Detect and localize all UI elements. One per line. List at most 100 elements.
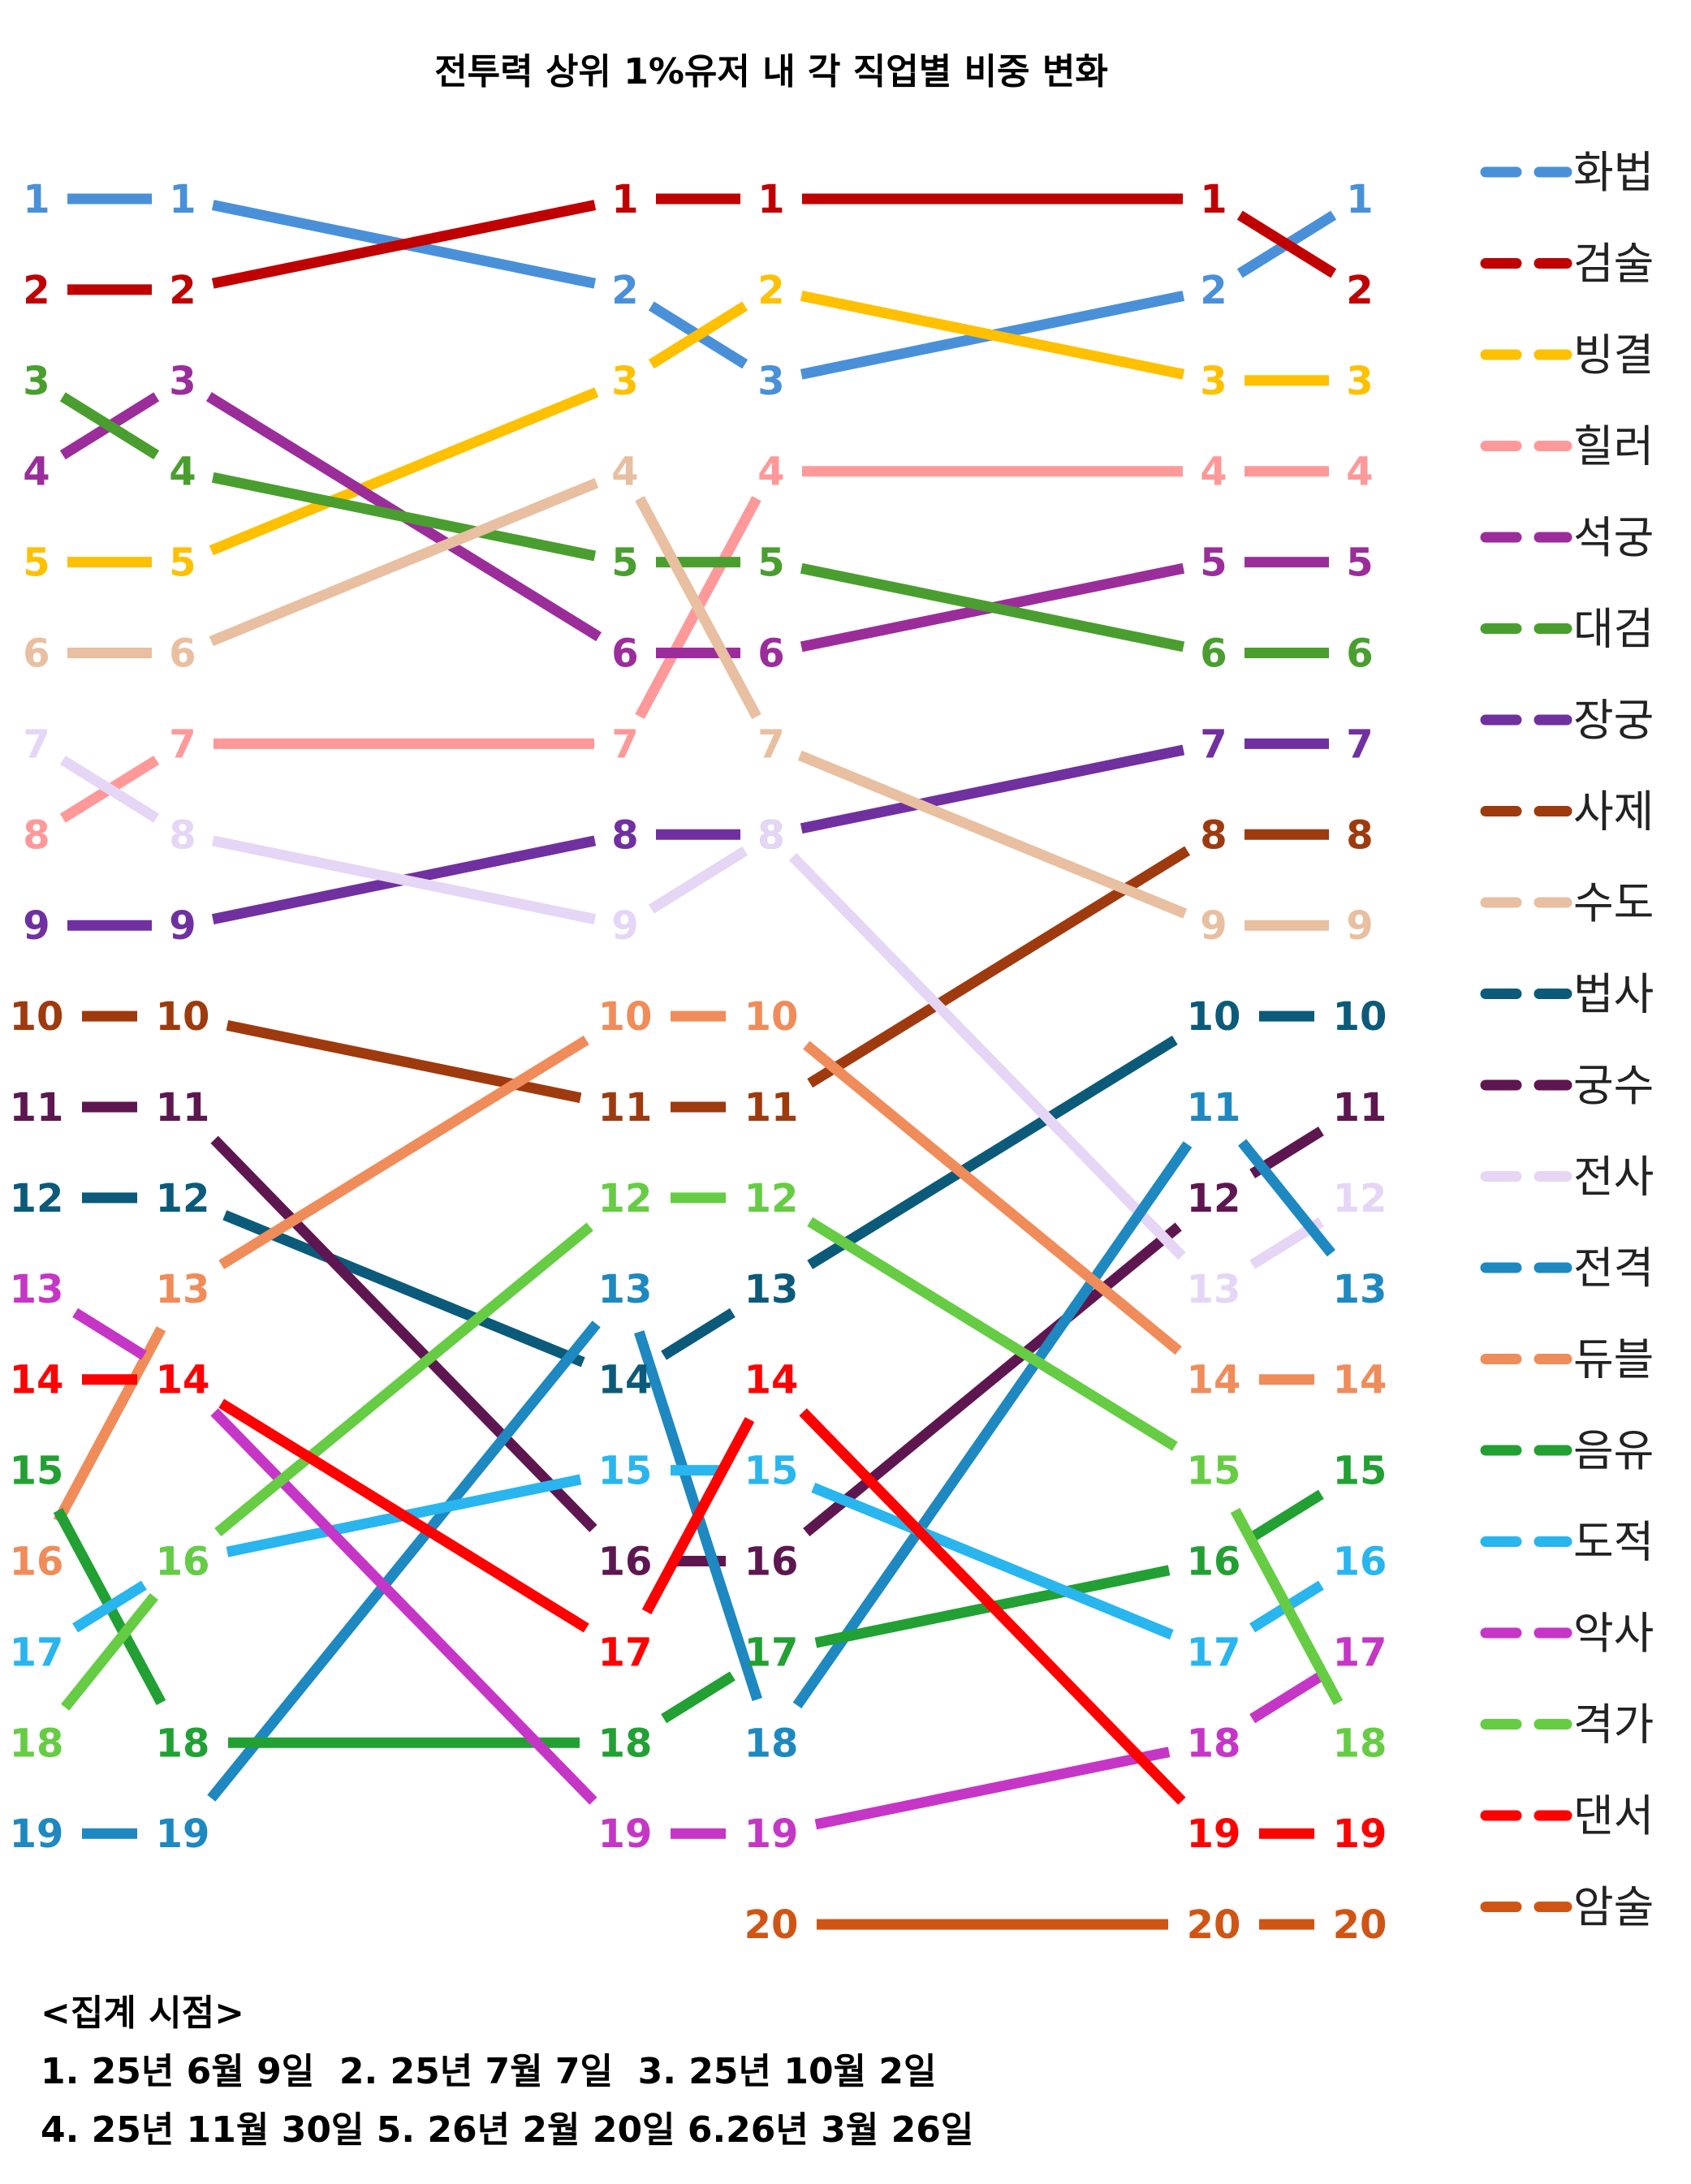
- rank-label-전격-1: 19: [10, 1811, 64, 1857]
- rank-label-전사-3: 9: [611, 903, 638, 949]
- legend-label: 법사: [1573, 969, 1654, 1020]
- series-line-사제-2: [226, 1020, 582, 1104]
- series-line-격가-1: [61, 1593, 158, 1711]
- rank-label-음유-6: 15: [1333, 1449, 1387, 1494]
- chart-title: 전투력 상위 1%유저 내 각 직업별 비중 변화: [434, 51, 1108, 93]
- legend-item-악사: 악사: [1480, 1608, 1654, 1659]
- series-line-듀블-1: [53, 1326, 166, 1524]
- rank-label-도적-2: 16: [156, 1540, 210, 1585]
- series-line-격가-4: [807, 1217, 1178, 1451]
- rank-label-화법-3: 2: [611, 268, 638, 313]
- rank-label-수도-3: 4: [611, 450, 638, 495]
- legend-label: 악사: [1573, 1608, 1654, 1659]
- rank-label-격가-5: 15: [1187, 1449, 1241, 1494]
- rank-label-전격-3: 13: [598, 1267, 653, 1312]
- legend-label: 듀블: [1573, 1334, 1654, 1385]
- legend-label: 석궁: [1573, 512, 1654, 563]
- rank-label-음유-1: 15: [10, 1449, 64, 1494]
- rank-label-수도-6: 9: [1346, 903, 1373, 949]
- rank-label-도적-5: 17: [1187, 1630, 1241, 1675]
- series-line-사제-4: [807, 846, 1191, 1088]
- rank-label-악사-2: 14: [156, 1358, 210, 1403]
- rank-label-석궁-5: 5: [1200, 541, 1227, 586]
- rank-label-악사-5: 18: [1187, 1721, 1241, 1766]
- series-line-전격-5: [1238, 1139, 1335, 1257]
- rank-label-장궁-1: 9: [23, 903, 50, 949]
- legend-label: 화법: [1573, 147, 1654, 198]
- series-line-법사-3: [661, 1307, 735, 1360]
- rank-label-암술-5: 20: [1187, 1902, 1241, 1948]
- rank-label-전사-6: 12: [1333, 1176, 1387, 1221]
- series-line-대검-4: [800, 562, 1185, 653]
- legend-label: 사제: [1573, 786, 1654, 838]
- rank-label-빙결-4: 2: [757, 268, 784, 313]
- legend-item-수도: 수도: [1480, 877, 1654, 928]
- rank-label-댄서-1: 14: [10, 1358, 64, 1403]
- legend-item-힐러: 힐러: [1480, 421, 1654, 472]
- rank-label-궁수-1: 11: [10, 1085, 64, 1131]
- legend-item-격가: 격가: [1480, 1699, 1654, 1751]
- rank-label-악사-4: 19: [744, 1811, 799, 1857]
- rank-label-수도-5: 9: [1200, 903, 1227, 949]
- rank-label-사제-3: 11: [598, 1085, 653, 1131]
- series-line-대검-2: [211, 472, 597, 562]
- legend-label: 궁수: [1573, 1060, 1654, 1111]
- rank-label-듀블-6: 14: [1333, 1358, 1387, 1403]
- series-line-격가-5: [1230, 1507, 1344, 1705]
- rank-label-도적-4: 15: [744, 1449, 799, 1494]
- rank-label-장궁-3: 8: [611, 812, 638, 858]
- legend-item-빙결: 빙결: [1480, 330, 1654, 381]
- series-line-궁수-2: [210, 1135, 597, 1532]
- rank-label-석궁-1: 4: [23, 450, 50, 495]
- rank-label-음유-2: 18: [156, 1721, 210, 1766]
- series-line-듀블-2: [218, 1035, 589, 1269]
- rank-label-댄서-4: 14: [744, 1358, 799, 1403]
- legend-item-댄서: 댄서: [1480, 1790, 1654, 1842]
- rank-label-대검-4: 5: [757, 541, 784, 586]
- rank-label-전격-6: 13: [1333, 1267, 1387, 1312]
- rank-label-힐러-2: 7: [169, 722, 196, 767]
- rank-label-댄서-6: 19: [1333, 1811, 1387, 1857]
- series-line-법사-2: [222, 1210, 585, 1368]
- rank-label-악사-1: 13: [10, 1267, 64, 1312]
- rank-label-힐러-3: 7: [611, 722, 638, 767]
- rank-label-암술-4: 20: [744, 1902, 799, 1948]
- legend-label: 빙결: [1573, 330, 1654, 381]
- legend-label: 검술: [1573, 239, 1654, 290]
- rank-label-수도-1: 6: [23, 631, 50, 677]
- rank-label-법사-2: 12: [156, 1176, 210, 1221]
- rank-label-사제-6: 8: [1346, 812, 1373, 858]
- rank-label-음유-4: 17: [744, 1630, 799, 1675]
- rank-label-법사-6: 10: [1333, 994, 1387, 1040]
- series-lines: [53, 193, 1344, 1930]
- rank-label-화법-1: 1: [23, 177, 50, 222]
- series-line-전격-2: [207, 1320, 601, 1802]
- legend-item-석궁: 석궁: [1480, 512, 1654, 563]
- legend-label: 수도: [1573, 877, 1654, 928]
- series-line-전사-4: [788, 852, 1186, 1260]
- series-line-검술-2: [211, 200, 597, 289]
- rank-label-수도-4: 7: [757, 722, 784, 767]
- legend-item-음유: 음유: [1480, 1425, 1654, 1476]
- rank-label-격가-2: 16: [156, 1540, 210, 1585]
- series-line-도적-1: [72, 1580, 147, 1633]
- legend-label: 도적: [1573, 1517, 1654, 1568]
- rank-label-대검-5: 6: [1200, 631, 1227, 677]
- rank-label-듀블-2: 13: [156, 1267, 210, 1312]
- series-line-대검-1: [59, 392, 160, 460]
- rank-label-빙결-6: 3: [1346, 359, 1373, 404]
- rank-label-댄서-2: 14: [156, 1358, 210, 1403]
- rank-label-검술-3: 1: [611, 177, 638, 222]
- series-line-악사-1: [72, 1307, 147, 1360]
- rank-label-법사-4: 13: [744, 1267, 799, 1312]
- rank-label-궁수-3: 16: [598, 1540, 653, 1585]
- rank-label-댄서-5: 19: [1187, 1811, 1241, 1857]
- rank-label-석궁-2: 3: [169, 359, 196, 404]
- rank-label-화법-2: 1: [169, 177, 196, 222]
- legend-label: 격가: [1573, 1699, 1654, 1751]
- rank-label-격가-1: 18: [10, 1721, 64, 1766]
- series-line-댄서-3: [641, 1417, 755, 1615]
- series-line-댄서-2: [218, 1398, 589, 1633]
- rank-label-대검-1: 3: [23, 359, 50, 404]
